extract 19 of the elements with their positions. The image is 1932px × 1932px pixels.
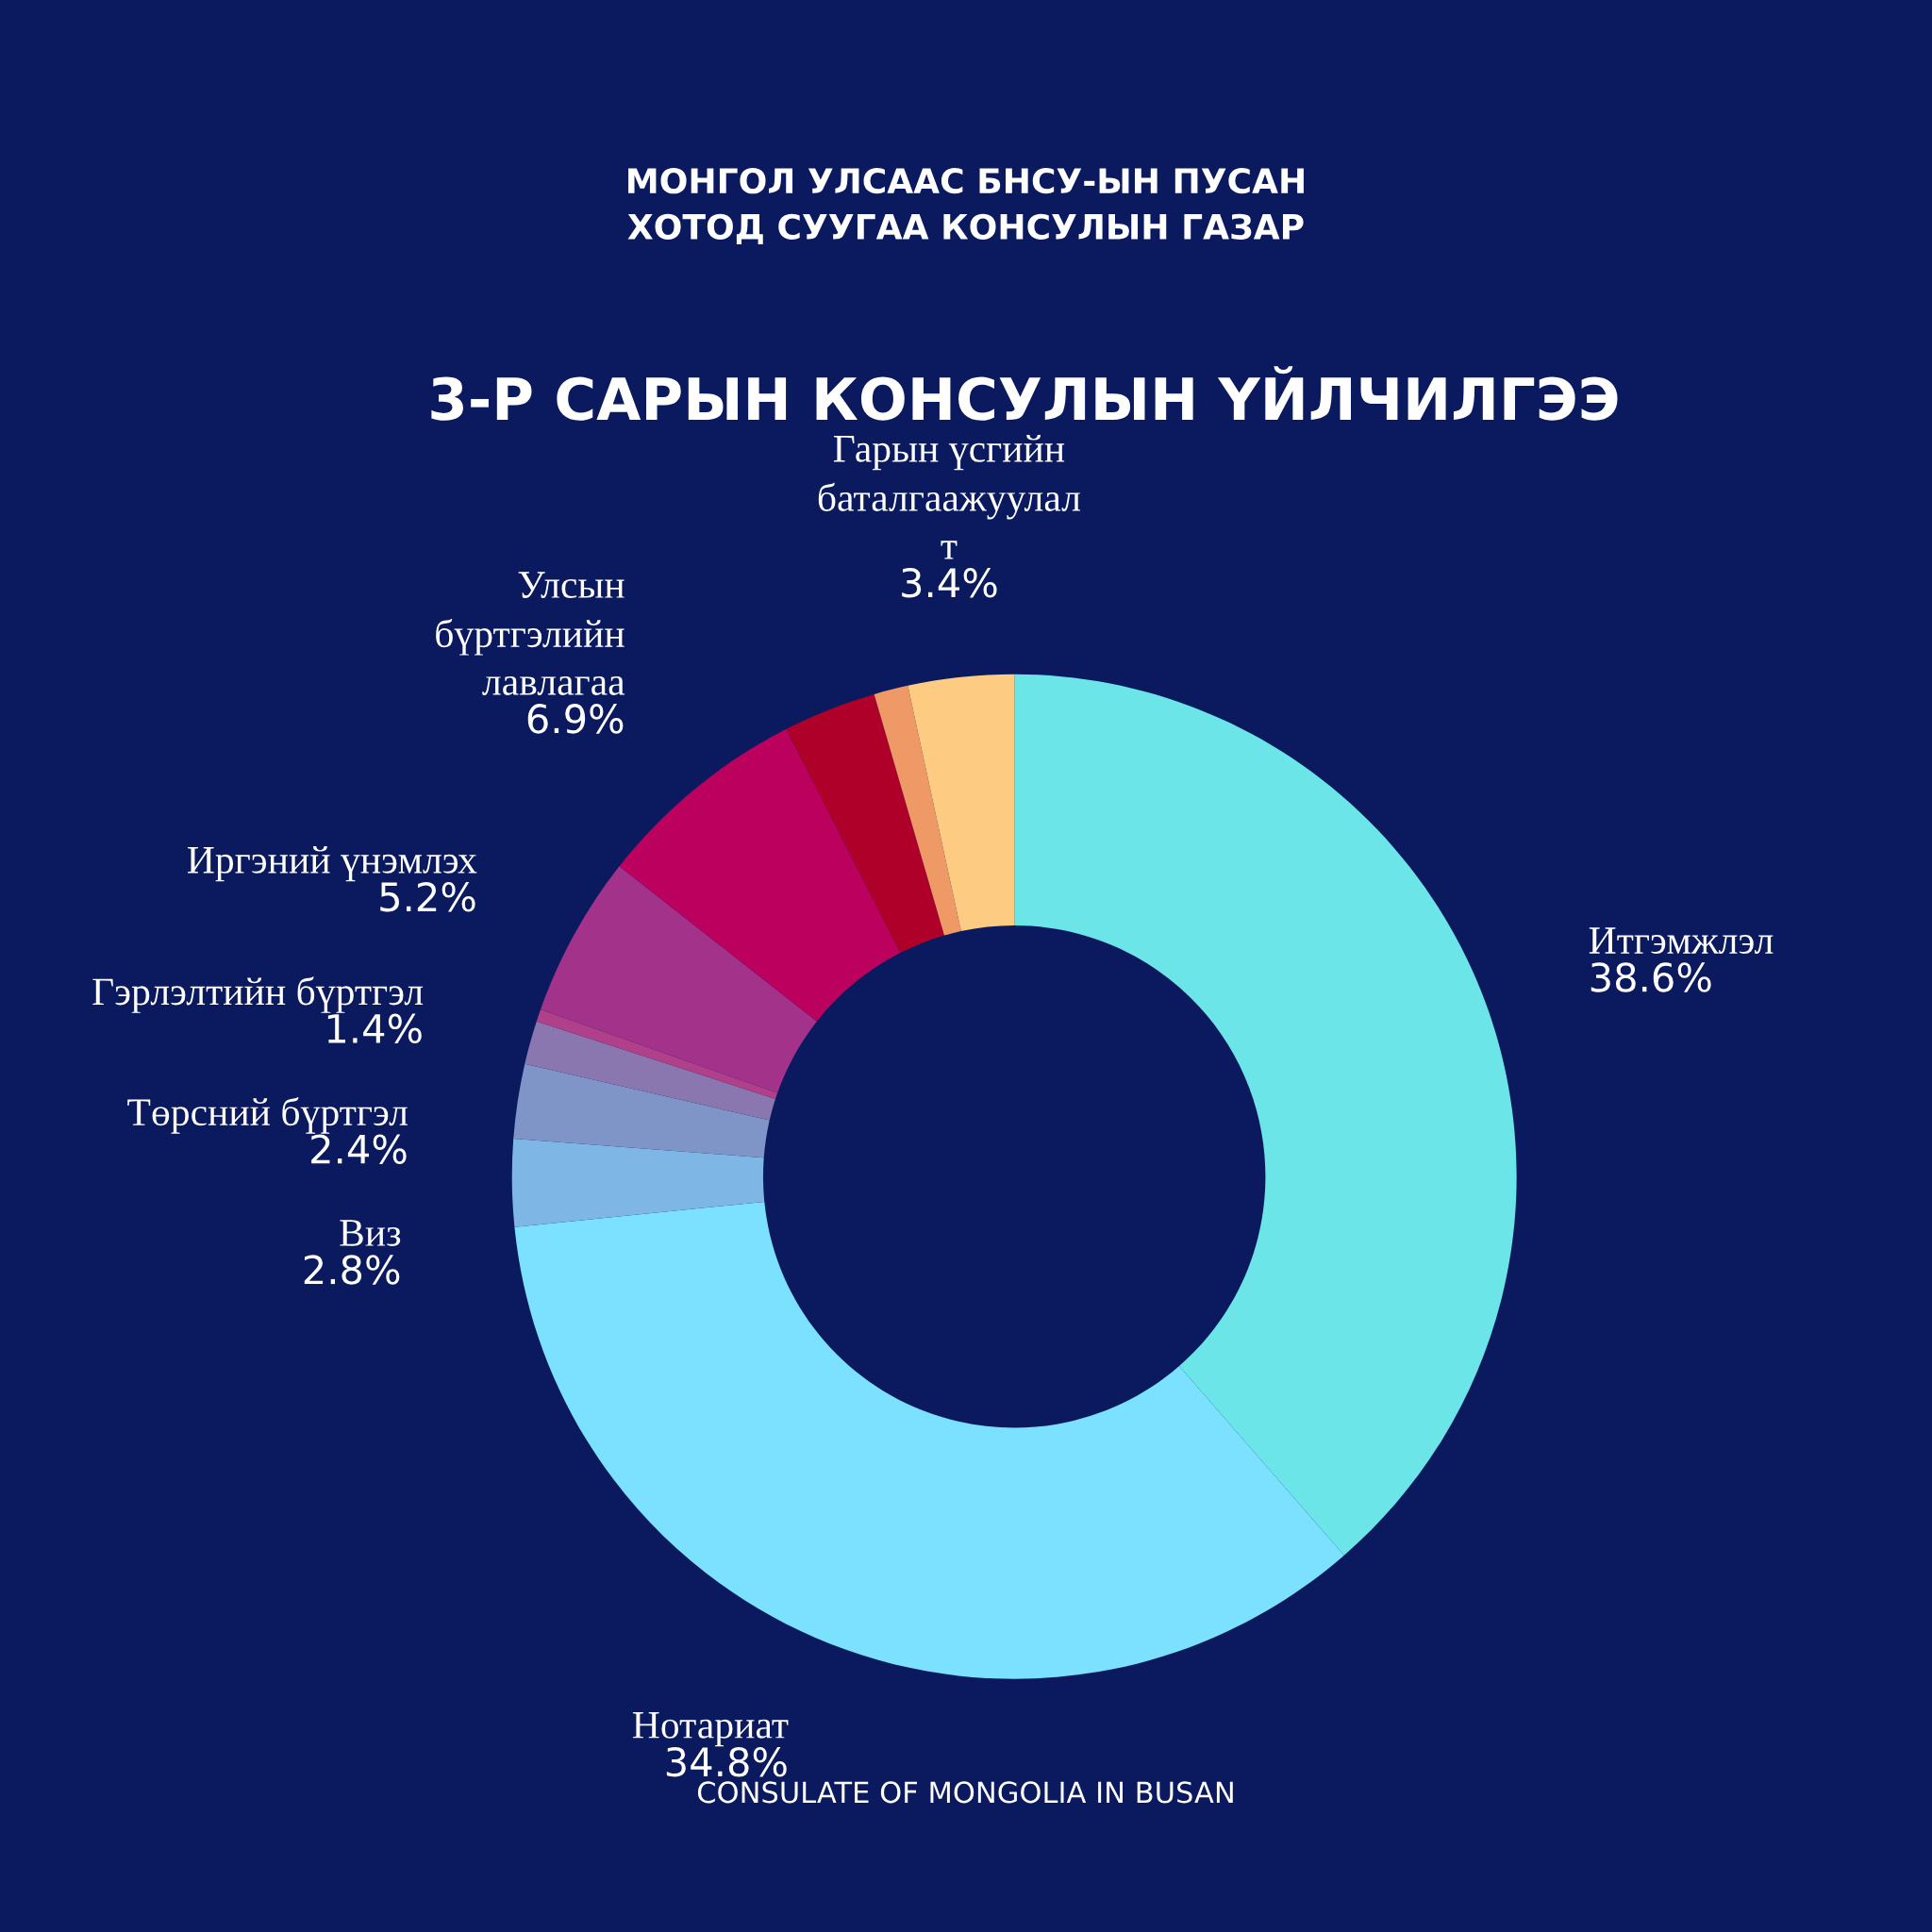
text: МОНГОЛ УЛСААС БНСУ-ЫН ПУСАН ХОТОД СУУГАА КОНСУЛЫН ГАЗАР bbox=[627, 167, 1304, 245]
data-label: 5.2% bbox=[380, 882, 475, 912]
slice-label: Улсын бүртгэлийн лавлагаа bbox=[436, 572, 625, 695]
data-label: 34.8% bbox=[666, 1746, 787, 1777]
slice-label: Иргэний үнэмлэх bbox=[188, 845, 477, 882]
data-label: 2.8% bbox=[304, 1255, 400, 1285]
slice-label: Гэрлэлтийн бүртгэл bbox=[92, 976, 424, 1013]
data-label: 1.4% bbox=[327, 1013, 422, 1044]
data-label: 2.4% bbox=[311, 1134, 407, 1164]
slice-label: Гарын үсгийн баталгаажуулал т bbox=[818, 434, 1081, 559]
data-label: 6.9% bbox=[527, 704, 624, 734]
chart-title: 3-Р САРЫН КОНСУЛЫН ҮЙЛЧИЛГЭЭ bbox=[431, 366, 1618, 421]
data-label: 3.4% bbox=[902, 568, 997, 598]
slice-label: Итгэмжлэл bbox=[1589, 927, 1774, 955]
text: CONSULATE OF MONGOLIA IN BUSAN bbox=[697, 1781, 1233, 1804]
slice-label: Нотариат bbox=[632, 1712, 789, 1747]
slice-label: Виз bbox=[340, 1220, 401, 1246]
data-label: 38.6% bbox=[1591, 962, 1711, 992]
slice-label: Төрсний бүртгэл bbox=[127, 1096, 408, 1134]
